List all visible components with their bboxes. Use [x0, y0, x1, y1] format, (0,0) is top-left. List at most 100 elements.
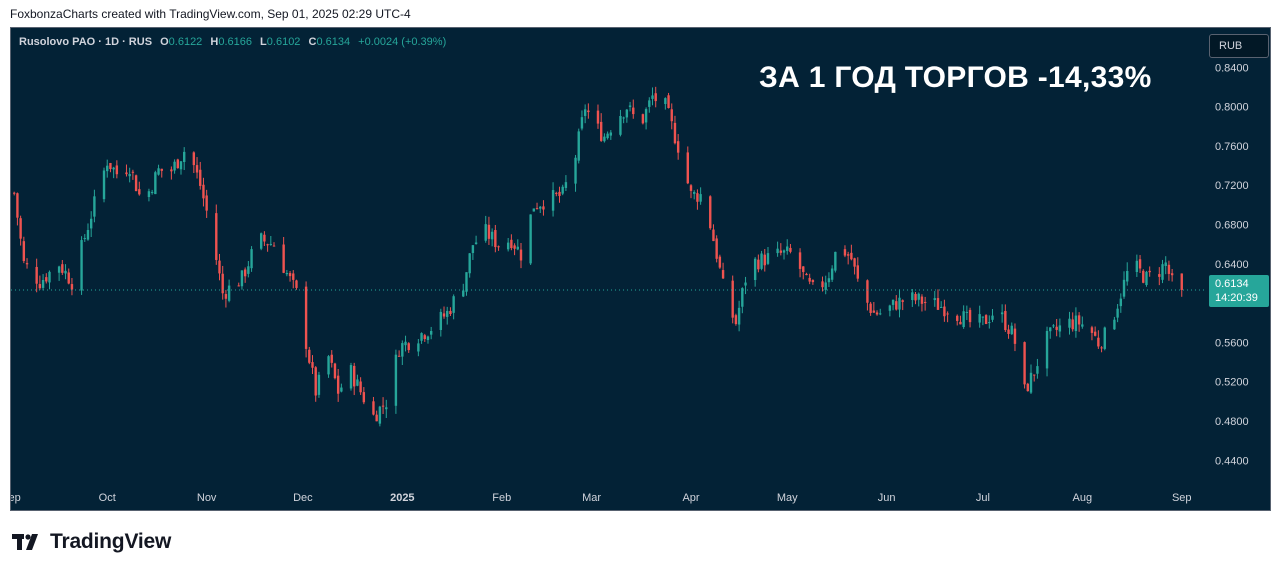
candle-body: [353, 365, 356, 387]
candle-body: [1135, 260, 1139, 273]
candle-body: [109, 162, 112, 170]
candle-body: [183, 151, 186, 163]
y-tick-label: 0.5200: [1215, 377, 1249, 389]
candle-body: [888, 305, 892, 311]
candle-body: [385, 407, 388, 410]
candle-body: [917, 293, 920, 300]
candle-body: [452, 296, 455, 313]
candle-body: [846, 254, 850, 256]
candle-body: [535, 208, 539, 210]
candle-body: [959, 321, 962, 325]
candle-body: [1077, 315, 1081, 325]
candle-body: [1097, 337, 1100, 347]
candle-body: [712, 229, 715, 242]
candle-body: [625, 109, 629, 118]
candle-body: [872, 310, 876, 313]
candle-body: [259, 233, 263, 249]
candle-body: [866, 280, 869, 303]
candle-body: [555, 192, 558, 194]
candle-body: [80, 240, 83, 291]
x-tick-label: Sep: [1172, 492, 1192, 504]
candle-body: [936, 298, 940, 310]
candle-body: [689, 185, 693, 191]
candle-body: [199, 169, 202, 186]
candle-body: [202, 184, 205, 199]
candle-body: [490, 231, 494, 240]
x-tick-label: Oct: [99, 492, 116, 504]
candle-body: [336, 375, 340, 394]
candle-body: [195, 165, 199, 173]
candle-body: [603, 136, 606, 142]
candle-body: [423, 335, 426, 340]
candle-body: [782, 250, 786, 253]
candle-body: [1074, 315, 1078, 332]
candle-body: [67, 272, 70, 284]
candle-body: [693, 192, 696, 194]
candle-body: [1145, 271, 1148, 285]
x-tick-label: Aug: [1073, 492, 1093, 504]
candle-body: [1007, 329, 1010, 334]
candle-body: [670, 109, 673, 122]
candle-body: [282, 244, 285, 273]
candle-body: [583, 109, 587, 116]
candle-body: [856, 265, 859, 279]
candle-body: [811, 280, 815, 283]
candle-body: [564, 182, 568, 188]
y-tick-label: 0.4400: [1215, 455, 1249, 467]
candle-body: [824, 282, 827, 290]
candle-body: [734, 315, 738, 325]
candle-body: [484, 224, 487, 241]
candle-body: [57, 266, 61, 273]
x-tick-label: May: [777, 492, 798, 504]
candle-body: [375, 414, 378, 422]
candle-body: [397, 355, 401, 357]
candle-body: [686, 152, 689, 184]
candle-body: [16, 193, 19, 218]
candlestick-chart[interactable]: 0.44000.48000.52000.56000.60000.64000.68…: [11, 28, 1270, 510]
candle-body: [651, 95, 654, 99]
candle-body: [715, 238, 718, 259]
candle-body: [86, 230, 90, 240]
candle-body: [462, 290, 465, 297]
candle-body: [215, 213, 218, 260]
y-tick-label: 0.7600: [1215, 141, 1249, 153]
candle-body: [263, 234, 266, 242]
candle-body: [1049, 327, 1052, 332]
candle-body: [45, 277, 48, 282]
candle-body: [83, 238, 86, 240]
candle-body: [766, 253, 770, 264]
candle-body: [227, 285, 231, 301]
candle-body: [1010, 325, 1013, 335]
candle-body: [580, 117, 584, 129]
candle-body: [632, 107, 635, 115]
candle-body: [359, 381, 362, 393]
legend-open-value: 0.6122: [168, 36, 203, 48]
candle-body: [378, 406, 382, 424]
candle-body: [558, 191, 561, 196]
candle-body: [760, 253, 763, 269]
candle-body: [330, 354, 333, 363]
candle-body: [429, 331, 433, 335]
candle-body: [1138, 259, 1142, 269]
candle-body: [471, 245, 475, 254]
candle-body: [1000, 312, 1004, 315]
candle-body: [19, 218, 22, 239]
candle-body: [1126, 271, 1129, 282]
currency-button[interactable]: RUB: [1209, 34, 1269, 58]
tradingview-logo[interactable]: TradingView: [12, 530, 171, 554]
candle-body: [744, 282, 747, 286]
chart-panel[interactable]: 0.44000.48000.52000.56000.60000.64000.68…: [10, 27, 1271, 511]
candle-body: [112, 167, 115, 170]
candle-body: [221, 273, 224, 294]
candle-body: [991, 315, 994, 320]
last-price-value: 0.6134: [1215, 277, 1249, 290]
candle-body: [192, 152, 196, 166]
candle-body: [1004, 310, 1007, 331]
candle-body: [699, 194, 702, 202]
legend-symbol[interactable]: Rusolovo PAO · 1D · RUS: [19, 36, 153, 48]
candle-body: [314, 367, 317, 396]
candle-body: [648, 100, 651, 107]
candle-body: [776, 248, 779, 254]
candle-body: [237, 285, 240, 287]
last-price-badge: 0.6134 14:20:39: [1209, 274, 1269, 307]
